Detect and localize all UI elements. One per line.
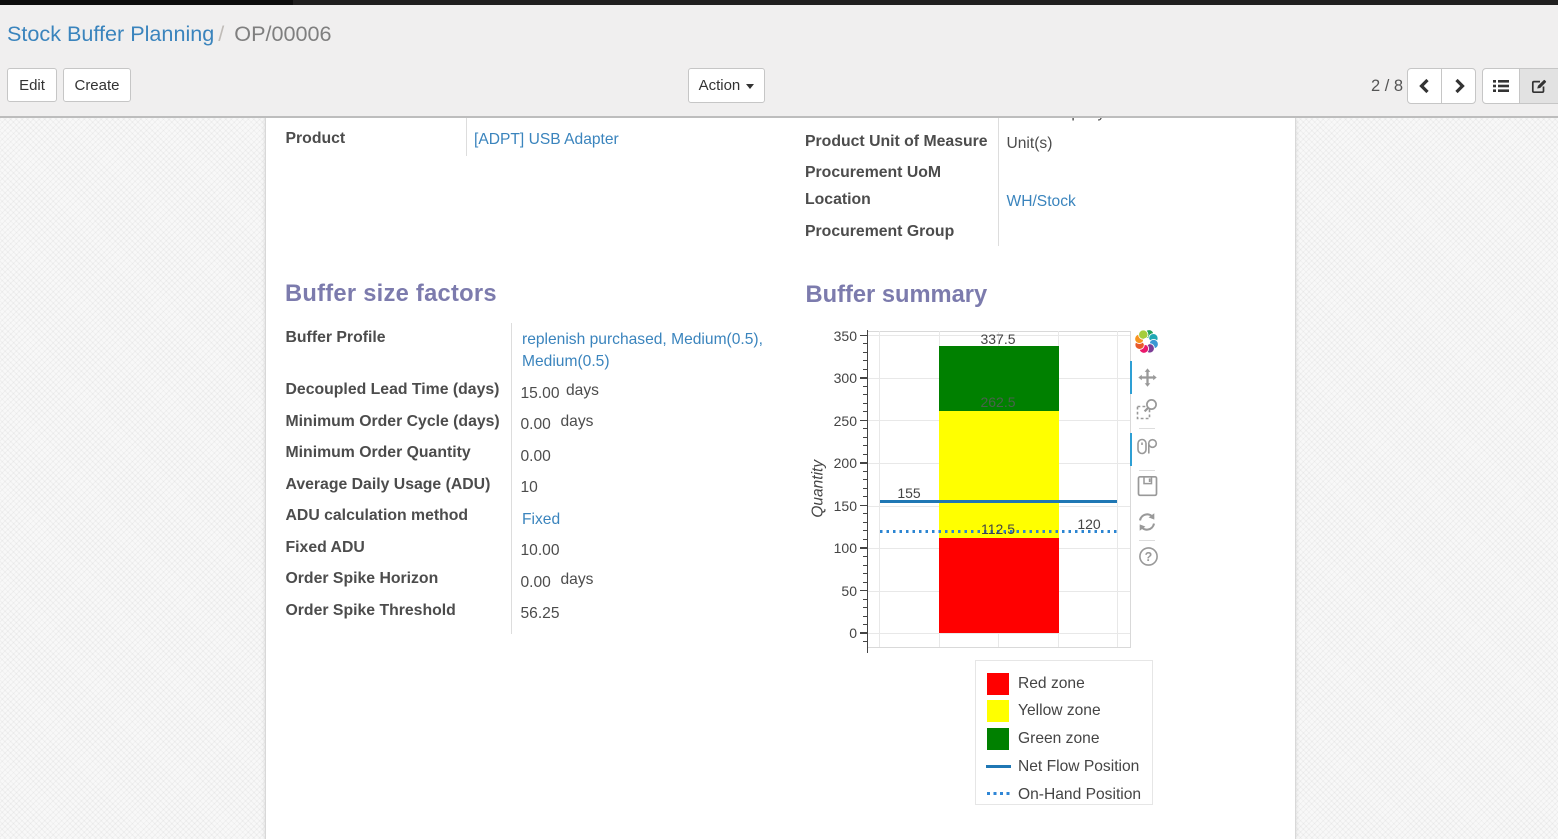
svg-text:?: ? [1144, 550, 1152, 564]
